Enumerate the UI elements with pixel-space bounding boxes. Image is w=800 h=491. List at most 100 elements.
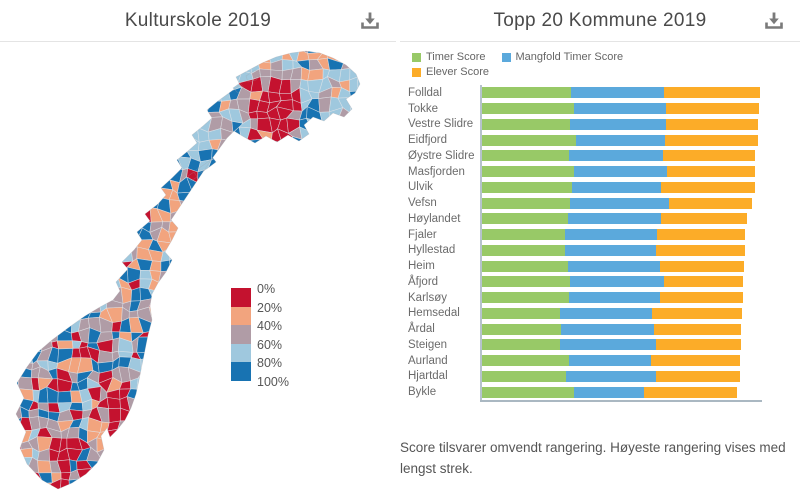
- bar-segment-elever-score[interactable]: [651, 355, 741, 367]
- bar-segment-timer-score[interactable]: [481, 166, 575, 178]
- stacked-bar[interactable]: [481, 370, 740, 382]
- bar-segment-mangfold-timer-score[interactable]: [573, 103, 666, 115]
- stacked-bar[interactable]: [481, 355, 741, 367]
- download-icon[interactable]: [358, 9, 382, 33]
- bar-segment-timer-score[interactable]: [481, 103, 574, 115]
- bar-segment-elever-score[interactable]: [664, 87, 760, 99]
- stacked-bar[interactable]: [481, 260, 744, 272]
- legend-item-elever-score[interactable]: Elever Score: [412, 66, 489, 78]
- bar-segment-timer-score[interactable]: [481, 355, 570, 367]
- stacked-bar[interactable]: [481, 213, 748, 225]
- stacked-bar[interactable]: [481, 181, 755, 193]
- bar-segment-elever-score[interactable]: [656, 229, 745, 241]
- bar-segment-elever-score[interactable]: [651, 307, 742, 319]
- bar-segment-mangfold-timer-score[interactable]: [574, 166, 667, 178]
- stacked-bar[interactable]: [481, 323, 742, 335]
- bar-segment-elever-score[interactable]: [655, 370, 740, 382]
- stacked-bar[interactable]: [481, 276, 744, 288]
- bar-segment-mangfold-timer-score[interactable]: [570, 118, 666, 130]
- bar-segment-elever-score[interactable]: [654, 323, 742, 335]
- stacked-bar[interactable]: [481, 134, 758, 146]
- bar-segment-timer-score[interactable]: [481, 260, 568, 272]
- bar-segment-elever-score[interactable]: [669, 197, 752, 209]
- map-legend-label: 20%: [257, 300, 283, 315]
- stacked-bar[interactable]: [481, 197, 752, 209]
- bar-segment-elever-score[interactable]: [665, 118, 758, 130]
- bar-segment-mangfold-timer-score[interactable]: [575, 134, 665, 146]
- stacked-bar[interactable]: [481, 292, 743, 304]
- bar-segment-elever-score[interactable]: [664, 276, 744, 288]
- bar-segment-mangfold-timer-score[interactable]: [568, 292, 661, 304]
- bar-segment-timer-score[interactable]: [481, 134, 576, 146]
- bar-segment-mangfold-timer-score[interactable]: [570, 276, 665, 288]
- bar-segment-timer-score[interactable]: [481, 150, 569, 162]
- bar-segment-mangfold-timer-score[interactable]: [570, 197, 670, 209]
- bar-segment-timer-score[interactable]: [481, 292, 569, 304]
- stacked-bar[interactable]: [481, 229, 745, 241]
- bar-segment-timer-score[interactable]: [481, 244, 566, 256]
- norway-choropleth-map[interactable]: [0, 0, 396, 491]
- bar-segment-mangfold-timer-score[interactable]: [567, 213, 661, 225]
- stacked-bar[interactable]: [481, 103, 760, 115]
- bar-segment-mangfold-timer-score[interactable]: [561, 323, 655, 335]
- bar-segment-timer-score[interactable]: [481, 276, 571, 288]
- map-title: Kulturskole 2019: [124, 10, 272, 31]
- bar-segment-timer-score[interactable]: [481, 229, 566, 241]
- bar-segment-mangfold-timer-score[interactable]: [568, 150, 664, 162]
- bar-segment-elever-score[interactable]: [664, 134, 758, 146]
- bar-segment-mangfold-timer-score[interactable]: [560, 307, 652, 319]
- bar-segment-mangfold-timer-score[interactable]: [569, 355, 652, 367]
- bar-segment-elever-score[interactable]: [656, 339, 741, 351]
- bar-segment-elever-score[interactable]: [660, 260, 744, 272]
- bar-segment-mangfold-timer-score[interactable]: [565, 229, 657, 241]
- stacked-bar[interactable]: [481, 87, 760, 99]
- bar-segment-timer-score[interactable]: [481, 386, 575, 398]
- bar-label: Masfjorden: [408, 165, 465, 178]
- stacked-bar[interactable]: [481, 307, 742, 319]
- bar-row: [481, 227, 761, 243]
- bar-segment-timer-score[interactable]: [481, 87, 572, 99]
- legend-item-mangfold-timer-score[interactable]: Mangfold Timer Score: [501, 51, 623, 63]
- coastline-outline: [232, 82, 245, 94]
- bar-segment-timer-score[interactable]: [481, 307, 561, 319]
- bar-segment-elever-score[interactable]: [665, 103, 760, 115]
- bar-segment-elever-score[interactable]: [644, 386, 738, 398]
- bar-segment-mangfold-timer-score[interactable]: [574, 386, 645, 398]
- stacked-bar[interactable]: [481, 386, 738, 398]
- bar-segment-mangfold-timer-score[interactable]: [566, 370, 656, 382]
- bar-segment-timer-score[interactable]: [481, 213, 568, 225]
- bar-segment-timer-score[interactable]: [481, 118, 571, 130]
- bar-segment-elever-score[interactable]: [656, 244, 745, 256]
- bar-segment-timer-score[interactable]: [481, 197, 571, 209]
- coastline-outline: [195, 157, 217, 175]
- municipality-cells[interactable]: [0, 37, 396, 491]
- bar-label: Åfjord: [408, 275, 439, 288]
- bar-segment-mangfold-timer-score[interactable]: [571, 181, 662, 193]
- bar-segment-mangfold-timer-score[interactable]: [567, 260, 661, 272]
- bar-segment-mangfold-timer-score[interactable]: [571, 87, 665, 99]
- bar-segment-timer-score[interactable]: [481, 181, 572, 193]
- bar-segment-elever-score[interactable]: [660, 213, 748, 225]
- stacked-bar[interactable]: [481, 150, 756, 162]
- bar-segment-elever-score[interactable]: [667, 166, 755, 178]
- bar-segment-timer-score[interactable]: [481, 339, 561, 351]
- stacked-bar[interactable]: [481, 339, 741, 351]
- stacked-bar[interactable]: [481, 244, 745, 256]
- stacked-bar[interactable]: [481, 166, 755, 178]
- bar-label: Eidfjord: [408, 134, 447, 147]
- bar-segment-timer-score[interactable]: [481, 323, 562, 335]
- bar-row: [481, 164, 761, 180]
- bar-segment-elever-score[interactable]: [661, 181, 755, 193]
- bar-row: [481, 337, 761, 353]
- bar-segment-elever-score[interactable]: [660, 292, 743, 304]
- stacked-bar[interactable]: [481, 118, 758, 130]
- bar-label: Heim: [408, 260, 435, 273]
- map-panel: Kulturskole 2019 0% 20% 40% 60% 80% 100%: [0, 0, 396, 491]
- bar-segment-timer-score[interactable]: [481, 370, 567, 382]
- legend-item-timer-score[interactable]: Timer Score: [412, 51, 486, 63]
- bar-row: [481, 384, 761, 400]
- download-icon[interactable]: [762, 9, 786, 33]
- bar-segment-elever-score[interactable]: [663, 150, 756, 162]
- bar-segment-mangfold-timer-score[interactable]: [565, 244, 657, 256]
- bar-segment-mangfold-timer-score[interactable]: [560, 339, 657, 351]
